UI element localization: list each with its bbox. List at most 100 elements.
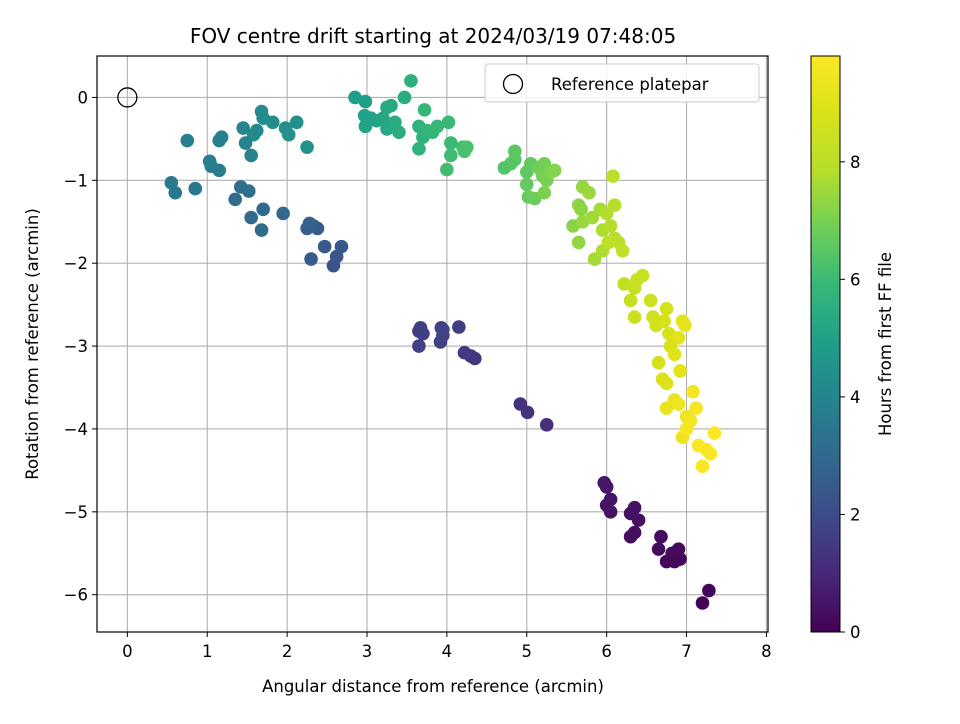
scatter-point	[358, 94, 373, 109]
scatter-point	[599, 498, 614, 512]
scatter-points	[117, 74, 722, 610]
y-tick-label: −4	[64, 420, 88, 439]
x-tick-label: 5	[522, 642, 533, 661]
scatter-point	[623, 293, 638, 308]
scatter-point	[617, 277, 632, 291]
scatter-point	[246, 127, 261, 142]
scatter-point	[615, 243, 630, 258]
scatter-point	[265, 115, 280, 130]
scatter-point	[601, 235, 616, 250]
scatter-point	[440, 162, 454, 177]
y-tick-label: −6	[64, 586, 88, 605]
legend-box	[484, 63, 760, 103]
scatter-point	[412, 142, 426, 156]
y-axis-label: Rotation from reference (arcmin)	[23, 208, 42, 480]
scatter-point	[244, 148, 258, 163]
x-tick-label: 2	[282, 642, 293, 661]
x-axis-ticks: 0 1 2 3 4 5 6 7 8	[122, 632, 772, 661]
colorbar-tick-label: 8	[850, 153, 861, 172]
x-tick-label: 3	[362, 642, 373, 661]
scatter-point	[673, 364, 687, 378]
scatter-point	[678, 318, 692, 333]
scatter-point	[520, 405, 535, 420]
scatter-point	[599, 480, 614, 494]
colorbar-tick-label: 0	[850, 623, 861, 642]
scatter-point	[695, 459, 710, 474]
scatter-point	[256, 202, 270, 217]
scatter-point	[627, 310, 642, 324]
scatter-point	[214, 130, 229, 145]
scatter-point	[289, 115, 304, 130]
scatter-point	[452, 320, 466, 334]
legend: Reference platepar	[484, 63, 760, 103]
scatter-point	[507, 144, 522, 159]
scatter-point	[444, 148, 458, 163]
y-tick-label: −2	[64, 254, 88, 273]
scatter-point	[281, 127, 296, 142]
scatter-point	[430, 119, 445, 134]
scatter-point	[679, 422, 694, 436]
scatter-point	[671, 397, 686, 411]
scatter-point	[302, 216, 317, 231]
colorbar-tick-label: 2	[850, 505, 861, 524]
scatter-point	[241, 184, 256, 198]
x-tick-label: 0	[122, 642, 133, 661]
scatter-point	[304, 252, 318, 266]
scatter-point	[695, 596, 710, 610]
scatter-point	[702, 583, 716, 598]
scatter-point	[444, 136, 458, 150]
scatter-point	[671, 330, 686, 345]
scatter-point	[635, 268, 650, 283]
colorbar-tick-label: 4	[850, 388, 861, 407]
scatter-point	[686, 384, 700, 399]
scatter-point	[606, 169, 620, 183]
scatter-point	[164, 176, 179, 190]
scatter-point	[317, 239, 332, 254]
scatter-point	[397, 90, 412, 105]
scatter-point	[188, 181, 203, 196]
y-tick-label: 0	[78, 88, 89, 107]
scatter-point	[547, 163, 562, 178]
reference-platepar-marker	[117, 87, 138, 108]
scatter-point	[574, 202, 588, 217]
scatter-point	[404, 74, 418, 88]
x-tick-label: 6	[601, 642, 612, 661]
scatter-point	[571, 235, 586, 250]
x-tick-label: 1	[202, 642, 213, 661]
scatter-point	[643, 293, 658, 308]
scatter-point	[539, 418, 554, 432]
scatter-point	[384, 98, 398, 113]
y-tick-label: −5	[64, 503, 88, 522]
scatter-point	[707, 426, 722, 440]
colorbar-gradient	[810, 55, 841, 633]
chart-title: FOV centre drift starting at 2024/03/19 …	[190, 24, 676, 48]
colorbar-label: Hours from first FF file	[876, 252, 895, 436]
scatter-point	[460, 140, 474, 154]
scatter-point	[300, 140, 314, 154]
scatter-point	[627, 500, 642, 515]
scatter-point	[651, 542, 666, 556]
scatter-point	[254, 223, 269, 237]
scatter-point	[671, 542, 686, 556]
y-tick-label: −1	[64, 171, 88, 190]
scatter-point	[659, 301, 674, 316]
scatter-point	[667, 347, 682, 362]
scatter-point	[416, 326, 430, 341]
x-tick-label: 7	[681, 642, 692, 661]
scatter-point	[180, 133, 195, 148]
scatter-point	[441, 115, 456, 130]
scatter-point	[689, 401, 703, 416]
scatter-point	[519, 177, 534, 192]
scatter-point	[334, 239, 349, 254]
scatter-point	[348, 90, 362, 105]
scatter-point	[703, 447, 718, 461]
scatter-point	[412, 339, 426, 353]
x-tick-label: 4	[442, 642, 453, 661]
x-tick-label: 8	[761, 642, 772, 661]
scatter-point	[358, 119, 373, 134]
colorbar-tick-label: 6	[850, 270, 861, 289]
y-axis-ticks: 0 −1 −2 −3 −4 −5 −6	[64, 88, 97, 605]
scatter-point	[657, 314, 671, 329]
